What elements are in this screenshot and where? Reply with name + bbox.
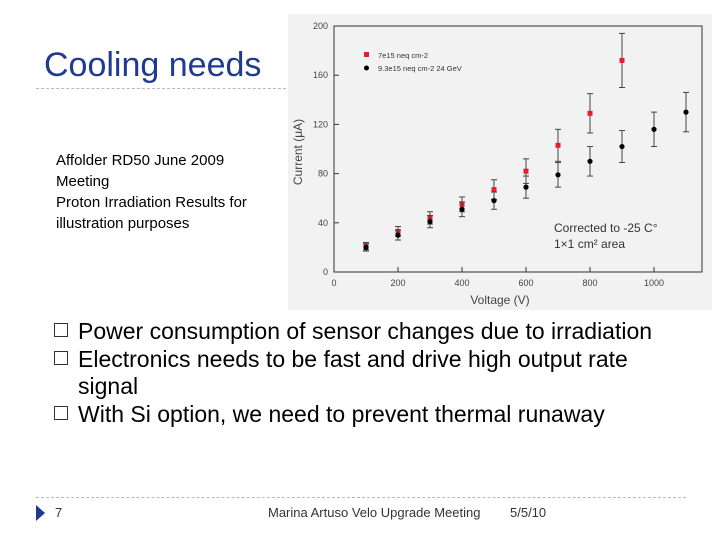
y-tick-label: 80 <box>318 169 328 179</box>
legend-label: 9.3e15 neq cm-2 24 GeV <box>378 64 462 73</box>
page-number: 7 <box>55 505 63 520</box>
plot-frame <box>333 25 703 273</box>
annotation-line: 1×1 cm² area <box>554 237 625 251</box>
x-tick-label: 200 <box>390 278 405 288</box>
footer-divider <box>36 497 686 498</box>
data-point <box>523 184 529 190</box>
y-tick-label: 200 <box>313 21 328 31</box>
chart-caption: Affolder RD50 June 2009 Meeting Proton I… <box>56 150 296 234</box>
data-point <box>619 57 625 63</box>
y-tick-label: 0 <box>323 267 328 277</box>
data-point <box>427 218 433 225</box>
series-2 <box>363 91 689 252</box>
x-tick-label: 400 <box>454 278 469 288</box>
data-point <box>619 143 625 150</box>
legend-marker-red <box>364 52 369 57</box>
data-point <box>491 187 497 193</box>
y-tick-label: 40 <box>318 218 328 228</box>
y-tick-label: 120 <box>313 119 328 129</box>
data-point <box>683 109 689 115</box>
bullet-item: Power consumption of sensor changes due … <box>54 318 694 346</box>
bullet-item: With Si option, we need to prevent therm… <box>54 401 694 429</box>
legend-label: 7e15 neq cm-2 <box>378 51 428 60</box>
data-point <box>555 142 561 148</box>
caption-line: illustration purposes <box>56 215 190 232</box>
x-tick-label: 600 <box>518 278 533 288</box>
data-point <box>523 168 529 174</box>
y-tick-label: 160 <box>313 70 328 80</box>
footer-arrow-icon <box>36 505 45 521</box>
x-axis-label: Voltage (V) <box>470 293 529 307</box>
slide-title: Cooling needs <box>44 46 262 84</box>
x-tick-label: 0 <box>331 278 336 288</box>
caption-line: Meeting <box>56 173 110 190</box>
caption-line: Affolder RD50 June 2009 <box>56 152 225 169</box>
iv-chart: 0 40 80 120 160 200 0 200 400 600 800 1000 7e15 neq… <box>288 14 712 310</box>
chart-annotation: Corrected to -25 C° 1×1 cm² area <box>554 221 658 251</box>
bullet-list: Power consumption of sensor changes due … <box>54 318 694 428</box>
legend: 7e15 neq cm-2 9.3e15 neq cm-2 24 GeV <box>364 51 462 73</box>
annotation-line: Corrected to -25 C° <box>554 221 658 235</box>
data-point <box>491 198 497 204</box>
x-tick-label: 800 <box>582 278 597 288</box>
bullet-text: With Si option, we need to prevent therm… <box>78 400 605 427</box>
bullet-text: Electronics needs to be fast and drive h… <box>78 345 628 400</box>
data-point <box>587 110 593 116</box>
data-point <box>363 244 369 250</box>
bullet-box-icon <box>54 405 68 420</box>
title-divider <box>36 88 286 89</box>
chart-background <box>288 14 712 310</box>
bullet-text: Power consumption of sensor changes due … <box>78 318 653 344</box>
x-tick-label: 1000 <box>644 278 664 288</box>
footer-date: 5/5/10 <box>510 505 547 520</box>
y-axis-label: Current (μA) <box>291 119 305 185</box>
data-point <box>587 158 593 164</box>
data-point <box>651 126 657 132</box>
bullet-box-icon <box>54 323 68 337</box>
bullet-box-icon <box>54 350 68 365</box>
bullet-item: Electronics needs to be fast and drive h… <box>54 346 694 401</box>
data-point <box>459 206 465 212</box>
footer-text: Marina Artuso Velo Upgrade Meeting <box>268 505 481 520</box>
caption-line: Proton Irradiation Results for <box>56 194 247 211</box>
data-point <box>555 172 561 178</box>
legend-marker-black <box>364 65 369 71</box>
data-point <box>395 232 401 238</box>
